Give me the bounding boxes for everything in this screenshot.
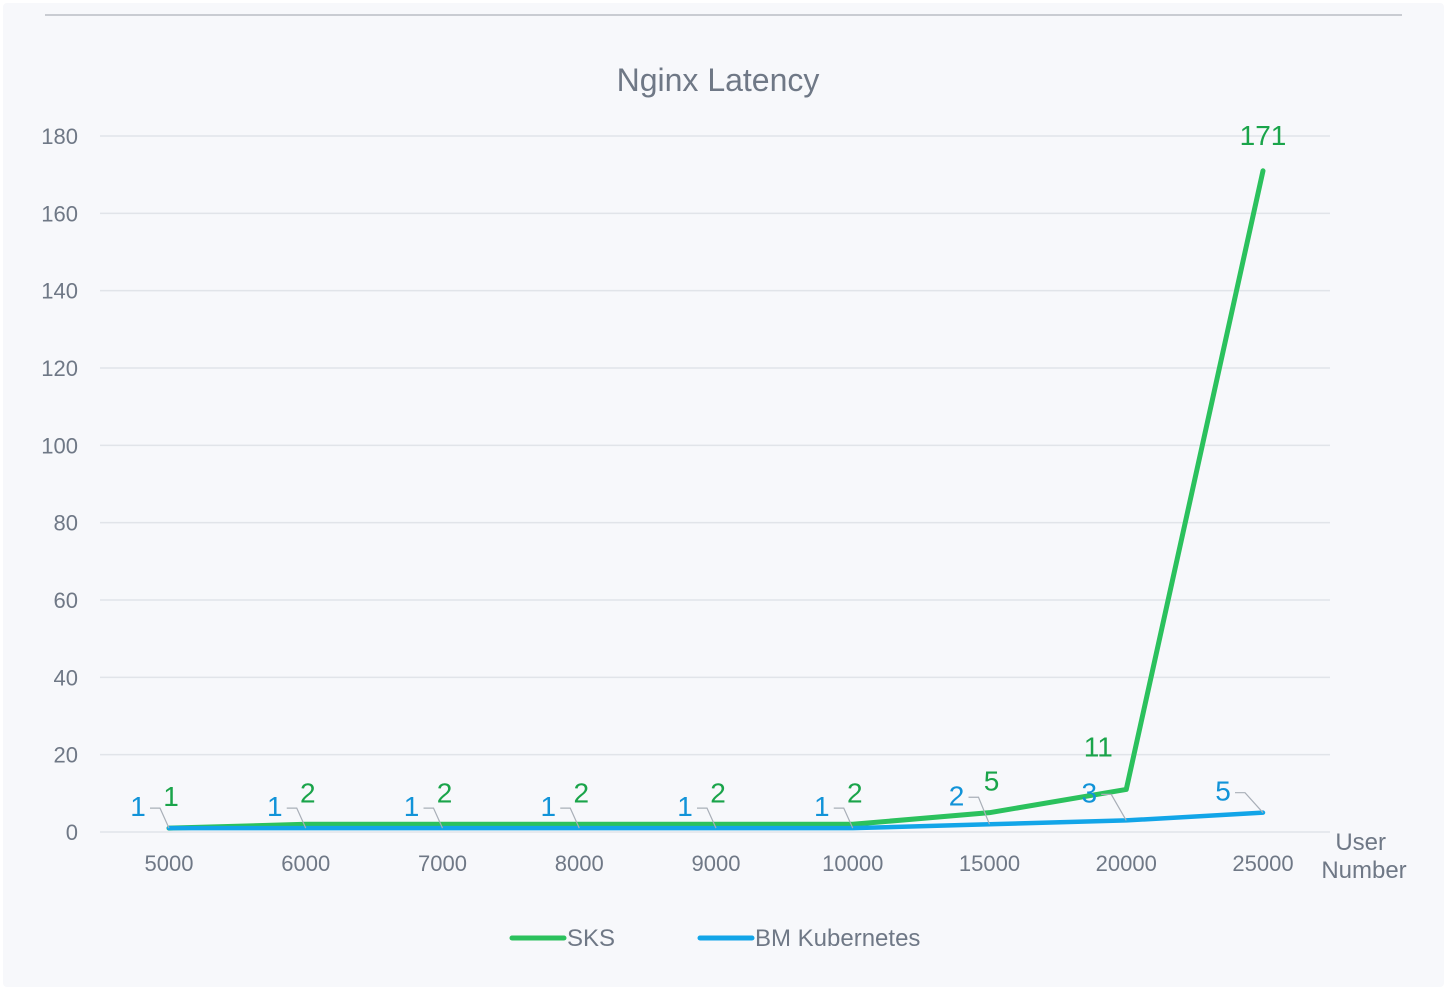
data-label-bm-kubernetes: 3 xyxy=(1081,777,1097,808)
x-tick-label: 10000 xyxy=(822,851,883,876)
legend-label: BM Kubernetes xyxy=(755,925,920,952)
x-tick-label: 6000 xyxy=(281,851,330,876)
chart-title: Nginx Latency xyxy=(617,62,820,98)
y-tick-label: 160 xyxy=(41,201,78,226)
data-label-sks: 2 xyxy=(710,777,726,808)
y-tick-label: 100 xyxy=(41,433,78,458)
y-axis-ticks: 0 20 40 60 80 100 120 140 160 180 xyxy=(41,124,78,845)
leader-line xyxy=(286,807,307,829)
gridlines xyxy=(100,135,1330,833)
leader-line xyxy=(833,807,854,829)
y-tick-label: 20 xyxy=(54,743,78,768)
y-tick-label: 40 xyxy=(54,665,78,690)
leader-line xyxy=(968,796,991,825)
data-label-sks: 5 xyxy=(984,766,1000,797)
x-axis-ticks: 5000 6000 7000 8000 9000 10000 15000 20000 25000 xyxy=(145,851,1294,876)
data-label-sks: 2 xyxy=(573,777,589,808)
data-label-bm-kubernetes: 5 xyxy=(1215,776,1231,807)
x-tick-label: 5000 xyxy=(145,851,194,876)
x-tick-label: 8000 xyxy=(555,851,604,876)
legend: SKS BM Kubernetes xyxy=(509,925,920,952)
x-tick-label: 9000 xyxy=(692,851,741,876)
data-label-sks: 2 xyxy=(437,777,453,808)
legend-label: SKS xyxy=(567,925,615,952)
data-label-bm-kubernetes: 2 xyxy=(949,780,965,811)
leader-line xyxy=(150,807,170,829)
data-label-bm-kubernetes: 1 xyxy=(130,791,146,822)
x-tick-label: 7000 xyxy=(418,851,467,876)
data-label-sks: 11 xyxy=(1084,731,1113,762)
y-tick-label: 180 xyxy=(41,124,78,149)
leader-line xyxy=(423,807,444,829)
data-label-bm-kubernetes: 1 xyxy=(267,791,283,822)
series-line-sks xyxy=(166,168,1266,831)
data-label-sks: 2 xyxy=(847,777,863,808)
leader-line xyxy=(1101,793,1127,821)
y-tick-label: 0 xyxy=(66,820,78,845)
y-tick-label: 60 xyxy=(54,588,78,613)
x-tick-label: 20000 xyxy=(1096,851,1157,876)
x-axis-title-line-2: Number xyxy=(1321,857,1406,884)
series-lines xyxy=(166,168,1266,831)
data-label-sks: 171 xyxy=(1240,120,1287,151)
x-tick-label: 25000 xyxy=(1232,851,1293,876)
data-label-bm-kubernetes: 1 xyxy=(404,791,420,822)
data-label-sks: 1 xyxy=(163,781,179,812)
legend-item-sks[interactable]: SKS xyxy=(509,925,615,952)
data-label-sks: 2 xyxy=(300,777,316,808)
label-leader-lines xyxy=(150,792,1264,829)
leader-line xyxy=(1235,792,1264,814)
x-axis-title: User Number xyxy=(1321,829,1406,884)
data-label-bm-kubernetes: 1 xyxy=(814,791,830,822)
y-tick-label: 140 xyxy=(41,279,78,304)
y-tick-label: 80 xyxy=(54,511,78,536)
y-tick-label: 120 xyxy=(41,356,78,381)
leader-line xyxy=(697,807,717,829)
data-label-bm-kubernetes: 1 xyxy=(677,791,693,822)
x-axis-title-line-1: User xyxy=(1335,829,1386,856)
x-tick-label: 15000 xyxy=(959,851,1020,876)
data-label-bm-kubernetes: 1 xyxy=(540,791,556,822)
legend-item-bm-kubernetes[interactable]: BM Kubernetes xyxy=(697,925,920,952)
leader-line xyxy=(560,807,580,829)
